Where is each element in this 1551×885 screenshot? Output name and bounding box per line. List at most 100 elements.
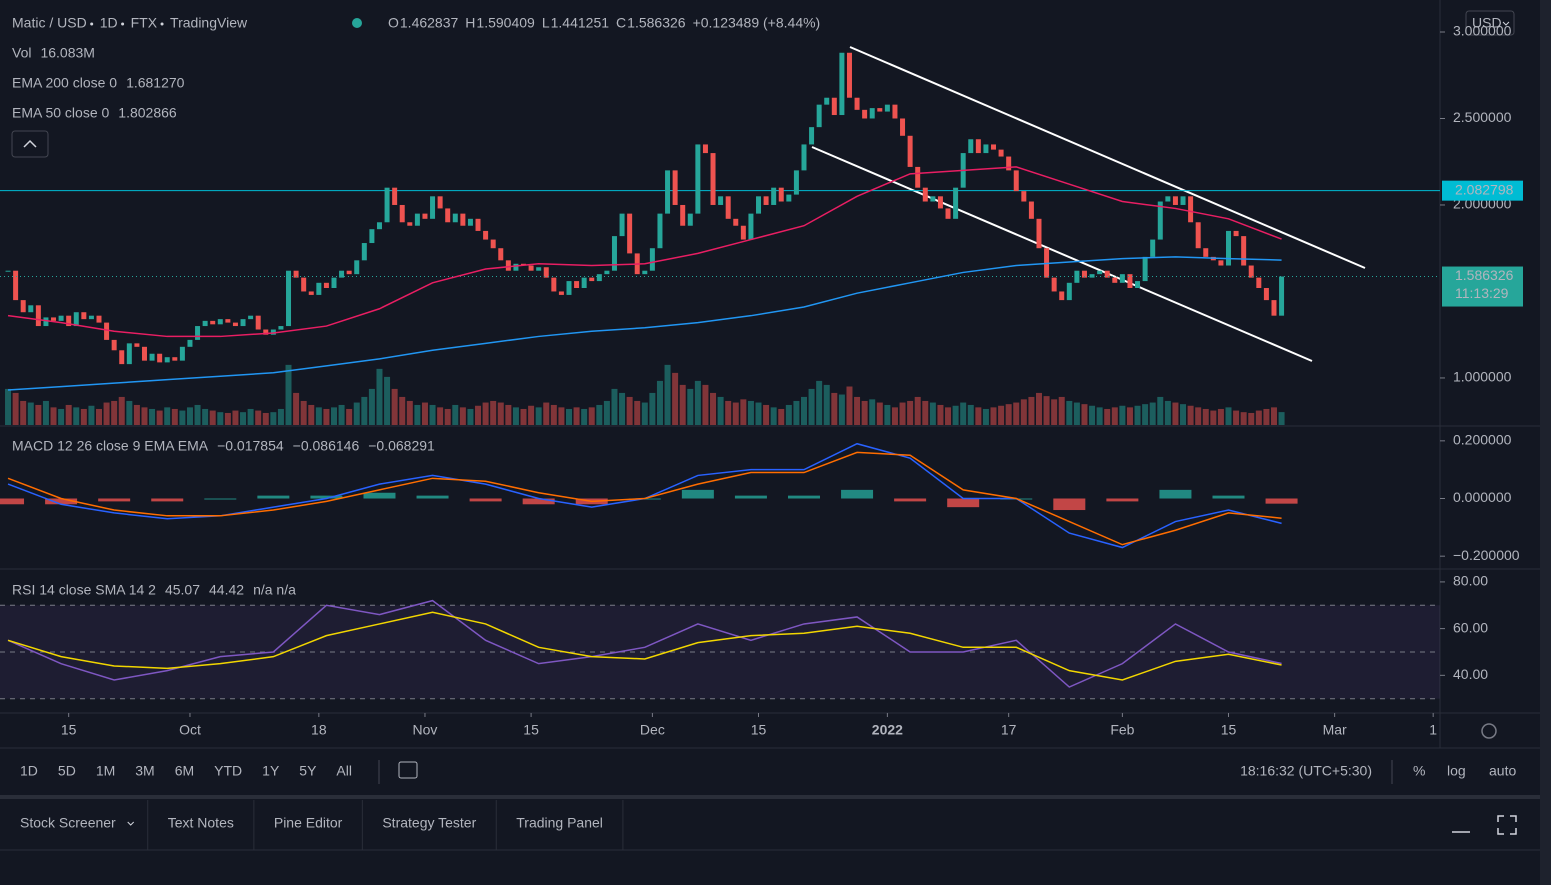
- macd-histogram-bar: [841, 489, 874, 499]
- candle: [604, 270, 610, 275]
- candle: [725, 196, 731, 219]
- tab[interactable]: Pine Editor: [274, 815, 343, 831]
- candle: [232, 322, 238, 327]
- rsi-legend-name: RSI 14 close SMA 14 2: [12, 582, 156, 598]
- panel-controls[interactable]: [1452, 815, 1517, 835]
- volume-bar: [1217, 408, 1224, 425]
- candle: [1021, 191, 1027, 202]
- tab[interactable]: Trading Panel: [516, 815, 603, 831]
- candle: [763, 196, 769, 205]
- range-button[interactable]: All: [336, 763, 352, 779]
- candle: [907, 135, 913, 167]
- last-price-box: [1442, 266, 1523, 307]
- volume-bar: [232, 410, 239, 425]
- candle: [1081, 270, 1087, 278]
- date-range-icon[interactable]: [398, 761, 418, 779]
- candle: [1119, 274, 1125, 283]
- volume-bar: [1051, 399, 1058, 425]
- range-button[interactable]: 6M: [175, 763, 194, 779]
- volume-bar: [793, 400, 800, 425]
- bottom-panel: [0, 797, 1540, 885]
- candle: [915, 166, 921, 188]
- candle: [179, 346, 185, 361]
- candle: [786, 194, 792, 202]
- candle: [240, 319, 246, 327]
- volume-bar: [649, 392, 656, 425]
- candle: [574, 281, 580, 289]
- candle: [1271, 300, 1277, 316]
- candle: [88, 315, 94, 320]
- candle: [13, 270, 19, 301]
- candle: [1233, 230, 1239, 237]
- candle: [270, 329, 276, 335]
- macd-histogram-bar: [734, 495, 767, 499]
- scale-option[interactable]: auto: [1489, 763, 1516, 779]
- currency-button[interactable]: [1465, 10, 1515, 36]
- volume-bar: [1013, 402, 1020, 425]
- candle: [445, 208, 451, 223]
- volume-bar: [217, 412, 224, 425]
- tab[interactable]: Text Notes: [168, 815, 234, 831]
- candle: [1203, 248, 1209, 257]
- tab[interactable]: Stock Screener: [20, 815, 116, 831]
- volume-bar: [876, 402, 883, 425]
- settings-icon[interactable]: [1481, 723, 1497, 739]
- candle: [687, 213, 693, 226]
- candle: [1097, 270, 1103, 275]
- volume-bar: [740, 399, 747, 425]
- range-button[interactable]: 5Y: [299, 763, 317, 779]
- range-button[interactable]: 5D: [58, 763, 76, 779]
- scale-option[interactable]: log: [1447, 763, 1466, 779]
- range-button[interactable]: 1D: [20, 763, 38, 779]
- macd-value: −0.086146: [293, 438, 360, 454]
- volume-bar: [384, 376, 391, 425]
- candle: [983, 144, 989, 154]
- volume-bar: [361, 396, 368, 425]
- hline-price-label: 2.082798: [1455, 181, 1514, 197]
- candle: [930, 196, 936, 202]
- scale-option[interactable]: %: [1413, 763, 1425, 779]
- volume-bar: [558, 407, 565, 425]
- volume-bar: [914, 396, 921, 425]
- volume-bar: [368, 388, 375, 425]
- candle: [1051, 277, 1057, 292]
- volume-bar: [42, 400, 49, 425]
- macd-histogram-bar: [681, 489, 714, 499]
- tab[interactable]: Strategy Tester: [382, 815, 476, 831]
- volume-bar: [1028, 396, 1035, 425]
- volume-bar: [156, 410, 163, 425]
- y-tick-label: 2.500000: [1453, 109, 1512, 125]
- volume-bar: [353, 402, 360, 425]
- range-button[interactable]: YTD: [214, 763, 242, 779]
- currency[interactable]: USD: [1472, 15, 1502, 31]
- candle: [316, 282, 322, 295]
- y-tick-label: 3.000000: [1453, 23, 1512, 39]
- clock: 18:16:32 (UTC+5:30): [1240, 763, 1372, 779]
- candle: [376, 222, 382, 230]
- status-dot: [352, 18, 362, 28]
- candle: [991, 144, 997, 150]
- volume-bar: [679, 384, 686, 425]
- volume-bar: [702, 384, 709, 425]
- volume-bar: [687, 388, 694, 425]
- volume-bar: [891, 407, 898, 425]
- volume-bar: [406, 400, 413, 425]
- volume-bar: [285, 364, 292, 425]
- candle: [430, 196, 436, 219]
- range-button[interactable]: 3M: [135, 763, 154, 779]
- candle: [1150, 239, 1156, 257]
- candle: [566, 281, 572, 295]
- volume-bar: [505, 404, 512, 425]
- candle: [1059, 291, 1065, 301]
- candle: [263, 329, 269, 335]
- macd-histogram-bar: [98, 498, 131, 502]
- candle: [695, 144, 701, 214]
- candle: [1241, 236, 1247, 266]
- volume-bar: [88, 405, 95, 425]
- range-button[interactable]: 1Y: [262, 763, 280, 779]
- volume-bar: [1202, 408, 1209, 425]
- candle: [460, 213, 466, 226]
- collapse-button[interactable]: [11, 130, 49, 158]
- range-button[interactable]: 1M: [96, 763, 115, 779]
- candle: [862, 109, 868, 119]
